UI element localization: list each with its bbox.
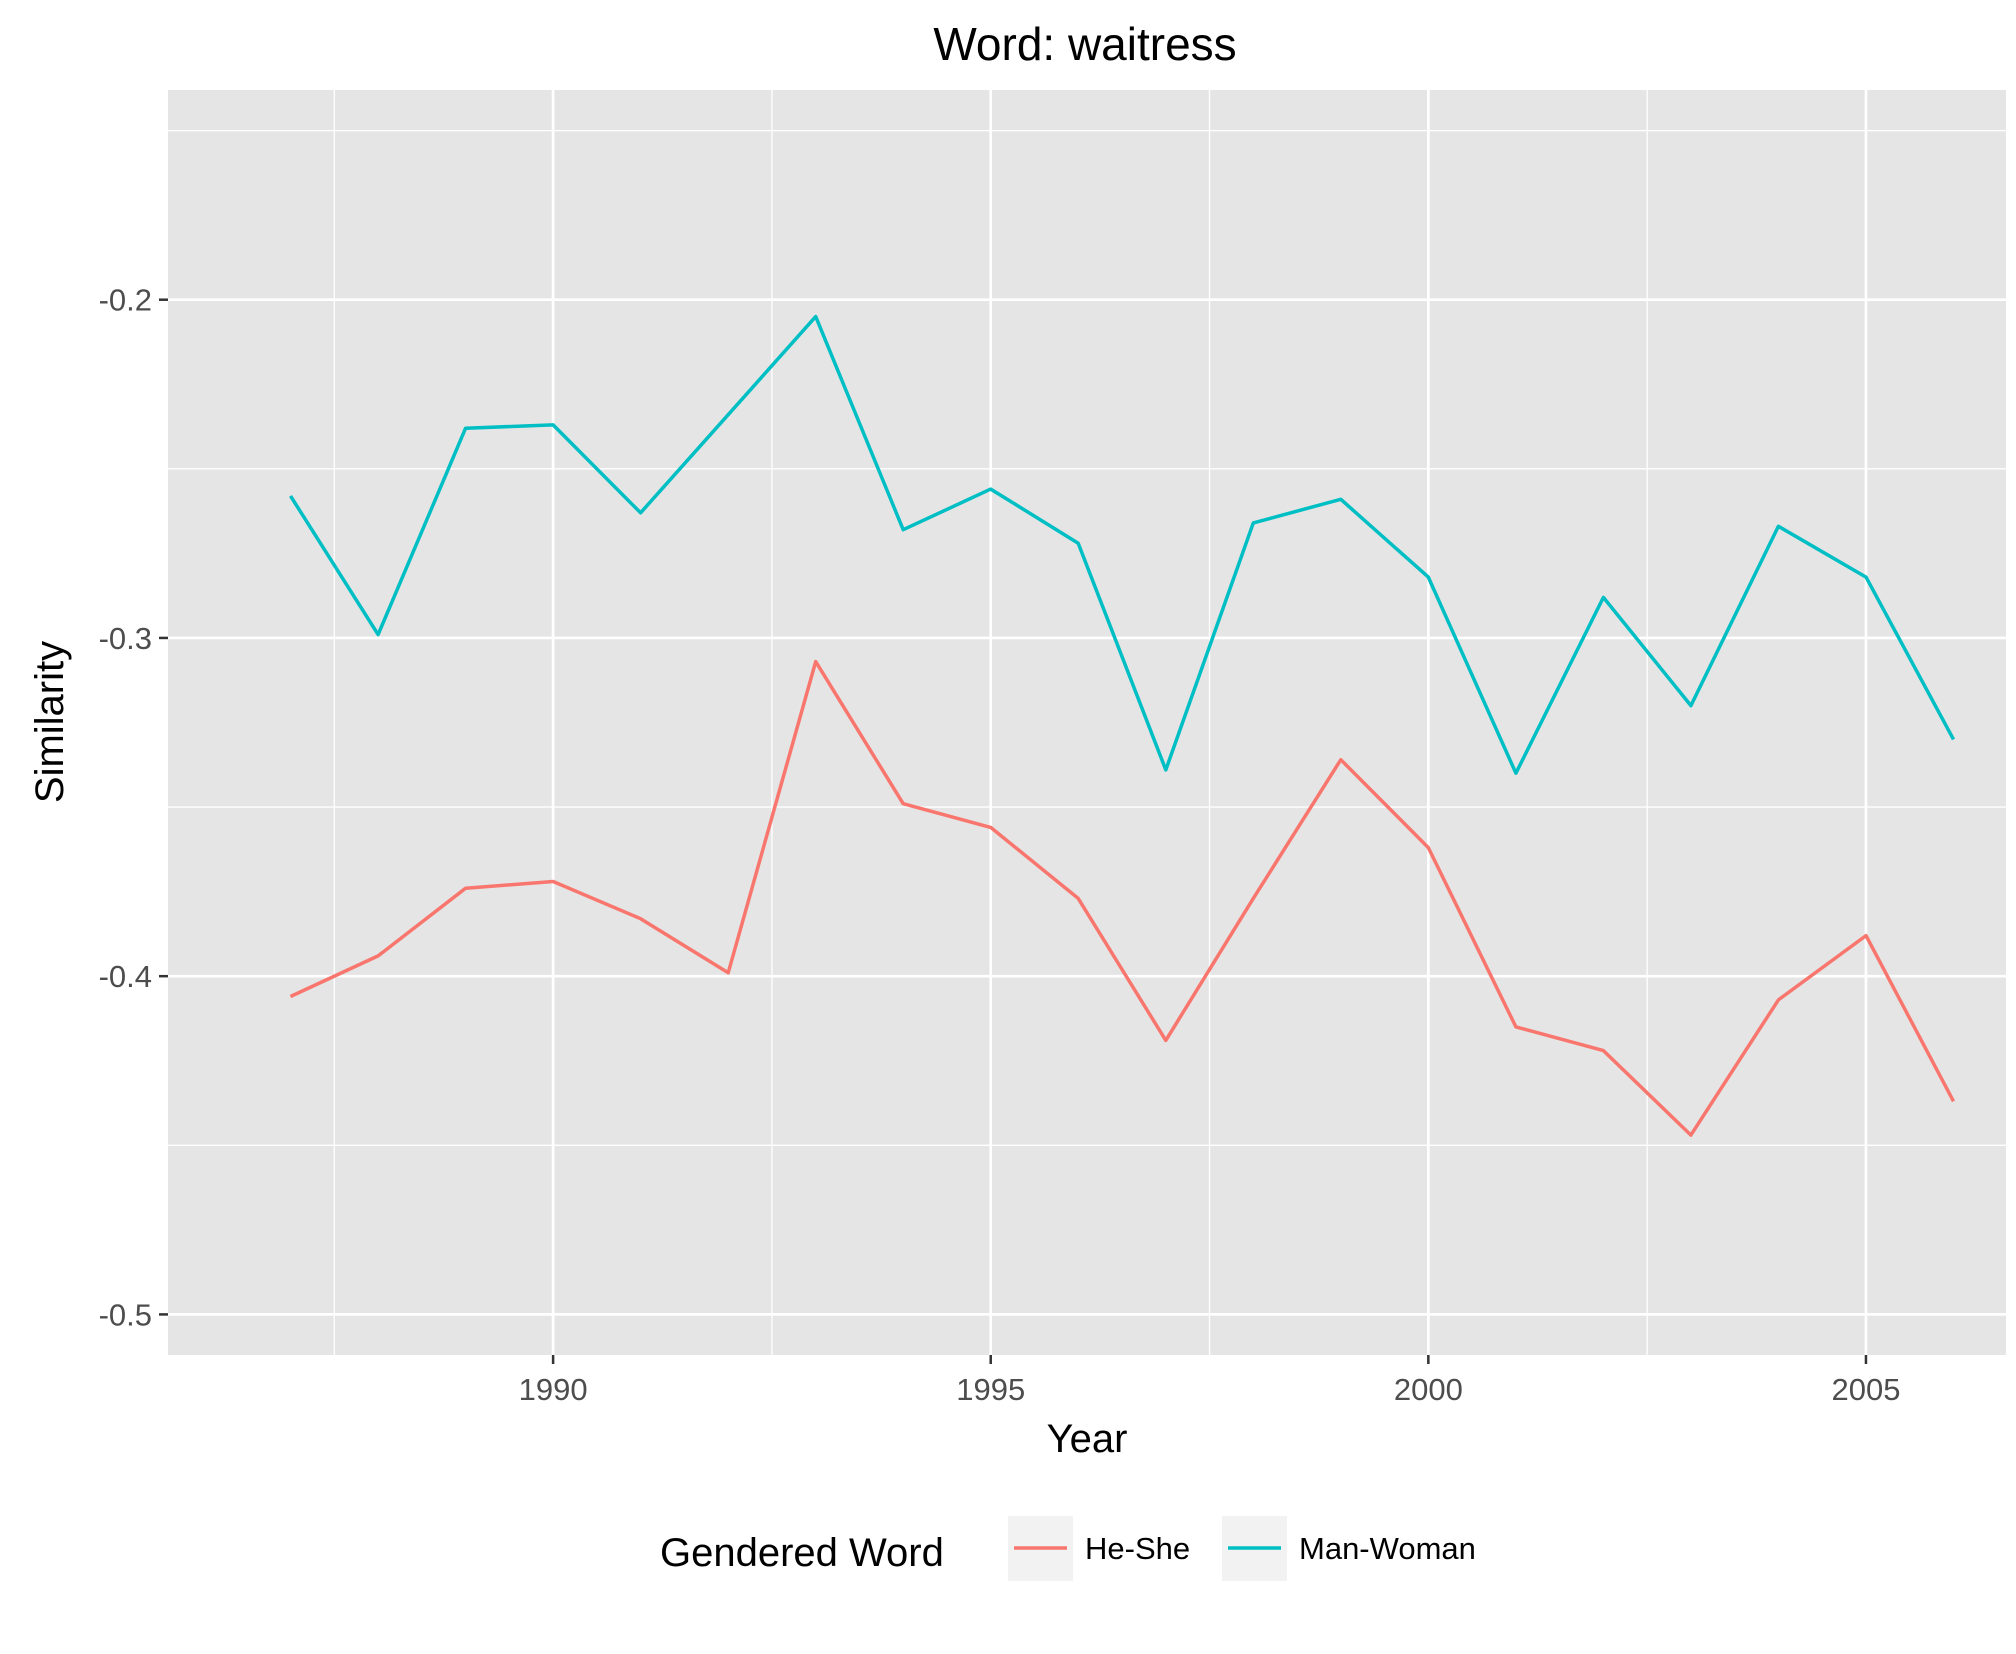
series-line-man-woman bbox=[289, 314, 1956, 775]
plot-panel bbox=[168, 90, 2006, 1355]
x-tick-label: 1995 bbox=[956, 1372, 1025, 1407]
y-tick-label: -0.2 bbox=[99, 283, 152, 318]
x-axis-title: Year bbox=[1047, 1417, 1128, 1461]
x-axis-ticks: 1990 1995 2000 2005 bbox=[519, 1355, 1900, 1407]
legend-title: Gendered Word bbox=[660, 1531, 944, 1575]
series-lines bbox=[289, 314, 1956, 1137]
x-tick-label: 2000 bbox=[1394, 1372, 1463, 1407]
y-axis-title: Similarity bbox=[28, 641, 72, 803]
x-tick-label: 2005 bbox=[1831, 1372, 1900, 1407]
y-tick-label: -0.3 bbox=[99, 621, 152, 656]
legend: Gendered Word He-She Man-Woman bbox=[660, 1516, 1476, 1581]
x-tick-label: 1990 bbox=[519, 1372, 588, 1407]
legend-label-man-woman: Man-Woman bbox=[1299, 1531, 1476, 1566]
legend-label-he-she: He-She bbox=[1085, 1531, 1190, 1566]
chart-title: Word: waitress bbox=[933, 18, 1236, 70]
y-axis-ticks: -0.5 -0.4 -0.3 -0.2 bbox=[99, 283, 168, 1332]
y-tick-label: -0.5 bbox=[99, 1297, 152, 1332]
major-grid bbox=[168, 90, 2006, 1355]
series-line-he-she bbox=[289, 659, 1956, 1137]
y-tick-label: -0.4 bbox=[99, 959, 152, 994]
